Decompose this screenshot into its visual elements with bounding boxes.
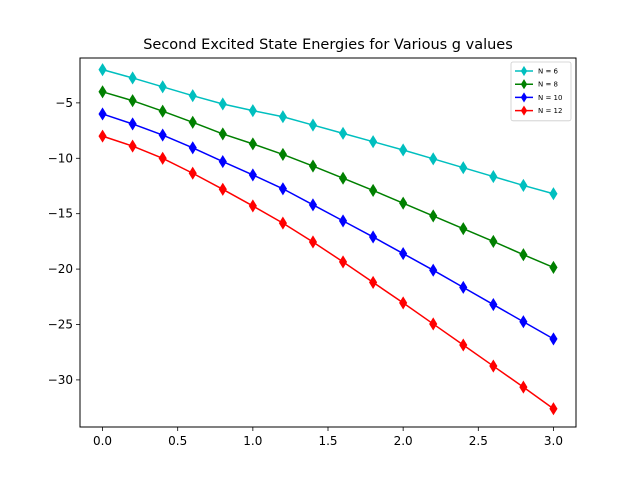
data-point xyxy=(188,166,197,180)
y-tick-label: −5 xyxy=(55,96,73,110)
x-tick-label: 1.5 xyxy=(318,434,337,448)
legend-label: N = 6 xyxy=(538,68,559,76)
data-point xyxy=(459,338,468,352)
data-point xyxy=(369,183,378,197)
data-point xyxy=(338,255,348,269)
legend-label: N = 10 xyxy=(538,94,562,102)
series-layer xyxy=(98,63,558,416)
data-point xyxy=(158,151,167,165)
data-point xyxy=(278,147,287,161)
data-point xyxy=(278,216,287,230)
x-tick-label: 2.5 xyxy=(469,434,488,448)
axes-layer: 0.0 0.5 1.0 1.5 2.0 2.5 3.0 −30 −25 −20 −15 −10 −5 xyxy=(48,96,563,448)
data-point xyxy=(188,141,197,155)
data-point xyxy=(549,332,558,346)
data-point xyxy=(248,199,257,213)
data-point xyxy=(399,296,408,310)
data-point xyxy=(158,128,167,142)
legend-marker xyxy=(520,65,528,77)
legend-marker xyxy=(520,92,528,103)
data-point xyxy=(338,171,348,185)
data-point xyxy=(128,94,137,108)
data-point xyxy=(188,89,197,103)
data-point xyxy=(248,168,257,182)
data-point xyxy=(399,143,408,157)
y-tick-label: −25 xyxy=(48,318,73,332)
data-point xyxy=(489,297,498,312)
data-point xyxy=(308,159,318,173)
data-point xyxy=(248,104,257,118)
data-point xyxy=(218,97,227,111)
series-n=6 xyxy=(98,63,558,201)
series-line xyxy=(102,68,554,195)
data-point xyxy=(369,135,378,149)
x-tick-label: 0.5 xyxy=(168,434,187,448)
data-point xyxy=(549,260,558,274)
chart-title: Second Excited State Energies for Variou… xyxy=(143,37,513,53)
series-line xyxy=(102,135,554,410)
data-point xyxy=(158,104,167,118)
data-point xyxy=(519,178,528,192)
data-point xyxy=(489,234,498,248)
series-line xyxy=(102,91,554,269)
data-point xyxy=(459,161,468,175)
legend-marker xyxy=(520,79,528,90)
data-point xyxy=(128,71,137,85)
x-tick-label: 1.0 xyxy=(243,434,262,448)
data-point xyxy=(399,196,408,210)
legend: N = 6 N = 8 N = 10 N = 12 xyxy=(510,61,572,122)
x-tick-label: 2.0 xyxy=(394,434,413,448)
x-tick-label: 0.0 xyxy=(93,434,112,448)
y-tick-label: −15 xyxy=(48,207,73,221)
data-point xyxy=(218,182,227,196)
data-point xyxy=(338,214,348,228)
data-point xyxy=(429,209,438,223)
y-tick-label: −20 xyxy=(48,262,73,276)
data-point xyxy=(549,187,558,201)
data-point xyxy=(519,380,528,394)
data-point xyxy=(519,248,528,262)
data-point xyxy=(369,275,378,289)
data-point xyxy=(98,85,107,99)
data-point xyxy=(128,139,137,153)
data-point xyxy=(338,126,348,140)
y-tick-label: −10 xyxy=(48,151,73,165)
data-point xyxy=(308,198,318,212)
data-point xyxy=(188,115,197,129)
data-point xyxy=(429,317,438,331)
data-point xyxy=(308,235,318,249)
legend-label: N = 8 xyxy=(538,81,558,89)
data-point xyxy=(459,280,468,294)
data-point xyxy=(278,182,287,196)
data-point xyxy=(98,107,107,121)
legend-box xyxy=(510,61,572,122)
data-point xyxy=(158,80,167,94)
series-n=10 xyxy=(98,107,558,346)
data-point xyxy=(98,63,107,77)
data-point xyxy=(519,315,528,329)
y-tick-label: −30 xyxy=(48,373,73,387)
data-point xyxy=(308,118,318,132)
data-point xyxy=(489,359,498,373)
data-point xyxy=(549,402,558,416)
data-point xyxy=(429,263,438,277)
data-point xyxy=(218,155,227,169)
data-point xyxy=(369,230,378,244)
series-line xyxy=(102,113,554,340)
data-point xyxy=(128,117,137,131)
data-point xyxy=(399,247,408,261)
legend-label: N = 12 xyxy=(538,107,562,115)
data-point xyxy=(278,110,287,124)
series-n=12 xyxy=(98,129,558,416)
data-point xyxy=(98,129,107,143)
legend-marker xyxy=(520,105,528,116)
data-point xyxy=(218,127,227,141)
data-point xyxy=(429,152,438,166)
x-tick-label: 3.0 xyxy=(544,434,563,448)
series-n=8 xyxy=(98,85,558,274)
data-point xyxy=(248,137,257,151)
data-point xyxy=(459,222,468,236)
data-point xyxy=(489,170,498,184)
